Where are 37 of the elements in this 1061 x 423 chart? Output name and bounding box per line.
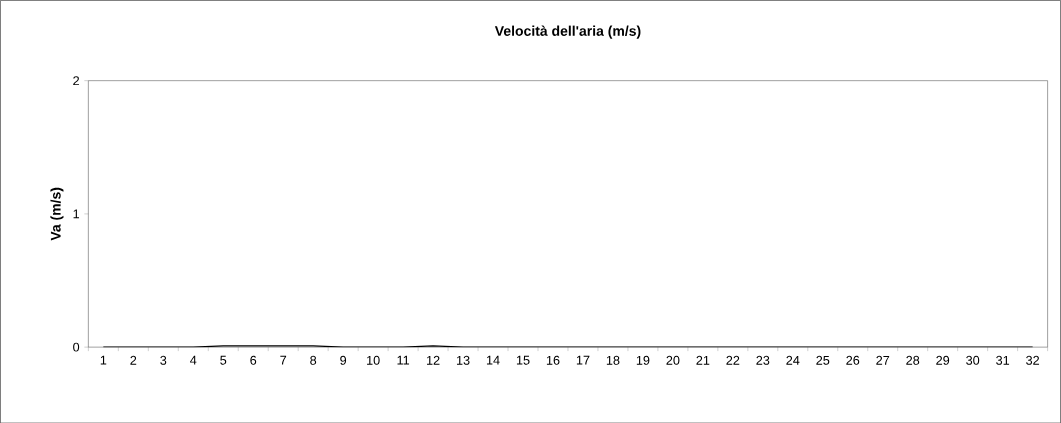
x-tick-label: 7 <box>280 355 287 365</box>
x-tick-label: 17 <box>576 355 590 365</box>
x-tick-label: 25 <box>816 355 830 365</box>
x-tick-label: 12 <box>427 355 440 365</box>
x-tick-label: 26 <box>846 355 860 365</box>
x-tick-label: 16 <box>546 355 560 365</box>
x-tick-label: 13 <box>456 355 470 365</box>
x-tick-label: 11 <box>397 355 410 365</box>
x-tick-label: 21 <box>696 355 710 365</box>
x-tick-label: 15 <box>516 355 530 365</box>
x-tick-label: 19 <box>636 355 650 365</box>
x-tick-label: 31 <box>996 355 1010 365</box>
x-tick-label: 1 <box>100 355 107 365</box>
x-tick-label: 20 <box>666 355 680 365</box>
x-tick-label: 4 <box>190 355 197 365</box>
x-tick-label: 3 <box>160 355 167 365</box>
y-axis-title: Va (m/s) <box>50 187 64 241</box>
y-tick-label: 2 <box>73 76 80 85</box>
x-tick-label: 29 <box>936 355 950 365</box>
chart-title: Velocità dell'aria (m/s) <box>494 25 641 39</box>
x-tick-label: 30 <box>966 355 980 365</box>
x-tick-label: 28 <box>906 355 920 365</box>
x-tick-label: 22 <box>726 355 740 365</box>
x-tick-label: 10 <box>367 355 380 365</box>
y-tick-label: 0 <box>73 342 80 352</box>
x-tick-label: 9 <box>340 355 347 365</box>
x-tick-label: 6 <box>250 355 257 365</box>
x-tick-label: 5 <box>220 355 227 365</box>
x-tick-label: 24 <box>786 355 800 365</box>
x-tick-label: 14 <box>486 355 500 365</box>
x-tick-label: 8 <box>310 355 317 365</box>
x-tick-label: 27 <box>876 355 890 365</box>
x-tick-label: 18 <box>606 355 620 365</box>
y-tick-label: 1 <box>73 209 80 219</box>
x-tick-label: 32 <box>1026 355 1040 365</box>
x-tick-label: 2 <box>130 355 137 365</box>
x-tick-label: 23 <box>756 355 770 365</box>
